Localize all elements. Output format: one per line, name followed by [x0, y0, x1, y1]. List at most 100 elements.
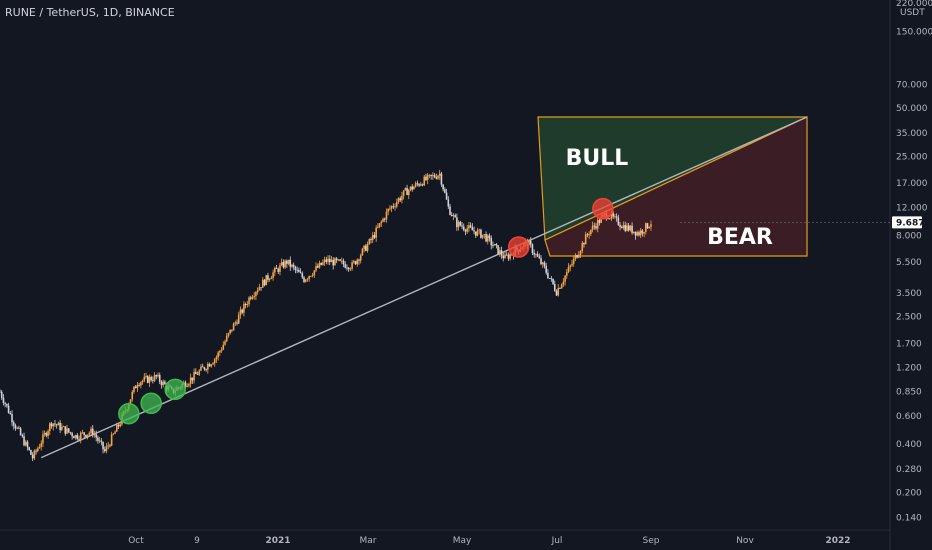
candle-body	[375, 227, 377, 238]
candle-body	[198, 370, 201, 375]
candle-body	[529, 240, 532, 245]
candle-body	[341, 260, 343, 262]
candle-body	[423, 176, 426, 186]
candle-body	[136, 385, 139, 389]
candle-body	[366, 244, 369, 251]
y-tick-label: 0.600	[896, 412, 922, 422]
last-price-badge	[892, 216, 922, 229]
candle-body	[55, 424, 58, 426]
candle-body	[64, 426, 67, 434]
candle-body	[117, 424, 120, 427]
candle-body	[593, 225, 596, 227]
candle-body	[227, 333, 230, 336]
candle-body	[138, 385, 140, 386]
candle-body	[528, 240, 530, 246]
candle-body	[462, 226, 465, 230]
y-tick-label: 0.400	[896, 440, 922, 450]
candle-body	[500, 250, 503, 256]
candle-body	[590, 229, 592, 235]
candle-body	[445, 192, 448, 200]
candle-body	[26, 441, 29, 448]
candle-body	[347, 267, 350, 270]
candle-body	[249, 297, 252, 299]
candle-body	[129, 399, 132, 405]
candle-body	[426, 174, 429, 180]
trendline[interactable]	[40, 116, 808, 459]
candle-body	[615, 216, 618, 218]
x-tick-label: 2022	[825, 536, 850, 546]
candle-body	[157, 374, 159, 377]
candle-body	[280, 262, 283, 266]
candle-body	[584, 234, 587, 245]
candle-body	[353, 261, 355, 263]
candle-body	[595, 226, 597, 229]
candle-body	[418, 184, 420, 186]
candle-body	[433, 175, 436, 178]
candle-body	[287, 259, 290, 264]
candle-body	[160, 381, 163, 386]
candle-body	[304, 279, 307, 282]
candle-body	[7, 405, 10, 413]
candle-body	[195, 372, 197, 374]
candle-body	[232, 323, 235, 331]
candle-body	[43, 432, 46, 435]
candle-body	[645, 223, 647, 233]
candle-body	[59, 422, 61, 430]
candle-body	[270, 277, 273, 279]
candle-body	[650, 224, 652, 227]
candle-body	[404, 188, 407, 191]
candle-body	[42, 434, 44, 444]
candle-body	[535, 254, 537, 255]
candle-body	[559, 287, 561, 289]
candle-body	[571, 263, 573, 266]
candle-body	[71, 433, 73, 437]
candle-body	[152, 380, 154, 382]
candle-body	[234, 322, 237, 324]
candle-body	[148, 376, 151, 383]
candle-body	[212, 363, 214, 365]
candle-body	[284, 260, 286, 268]
candle-body	[133, 386, 135, 392]
candle-body	[607, 217, 609, 219]
candle-body	[263, 279, 266, 286]
candle-body	[440, 173, 443, 185]
candle-body	[200, 366, 202, 371]
candle-body	[583, 243, 585, 245]
candle-body	[578, 254, 580, 258]
candle-body	[401, 195, 403, 201]
candle-body	[52, 423, 55, 427]
x-tick-label: Oct	[128, 536, 144, 546]
candle-body	[387, 208, 389, 212]
candle-body	[485, 234, 487, 242]
candle-body	[507, 254, 510, 259]
candle-body	[327, 258, 329, 262]
candle-body	[531, 244, 534, 254]
candle-body	[90, 428, 92, 433]
candle-body	[315, 266, 317, 271]
candle-body	[409, 186, 412, 191]
y-tick-label: 17.000	[896, 179, 928, 189]
candle-body	[425, 176, 427, 180]
candle-body	[103, 449, 106, 452]
candle-body	[141, 380, 144, 383]
candle-body	[351, 262, 353, 269]
y-tick-label: 25.000	[896, 152, 928, 162]
candle-body	[246, 304, 249, 306]
candle-body	[505, 254, 508, 256]
candle-body	[385, 211, 388, 220]
candle-body	[88, 432, 91, 435]
candle-body	[380, 221, 383, 224]
candle-body	[213, 359, 216, 364]
candle-body	[4, 402, 6, 404]
candle-body	[31, 454, 34, 459]
candle-body	[486, 235, 489, 242]
candle-body	[457, 221, 460, 228]
y-tick-label: 8.000	[896, 232, 922, 242]
candle-body	[153, 375, 156, 381]
candle-body	[541, 262, 544, 265]
candle-body	[450, 214, 453, 217]
y-tick-label: 50.000	[896, 104, 928, 114]
candle-body	[548, 278, 551, 279]
candle-body	[76, 434, 79, 439]
